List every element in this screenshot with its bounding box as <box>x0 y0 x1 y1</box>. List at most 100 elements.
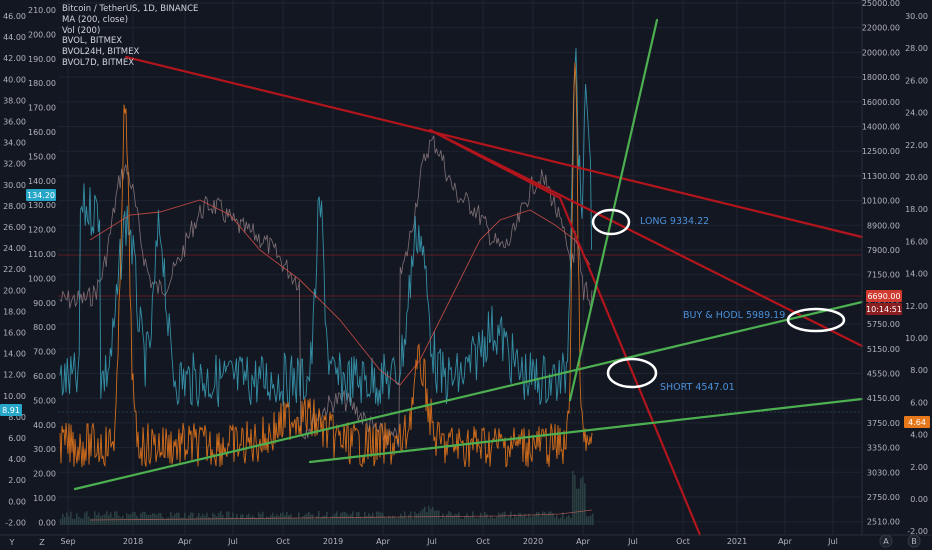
volume-bar <box>186 518 188 525</box>
volume-bar <box>378 511 380 525</box>
volume-bar <box>548 511 550 525</box>
volume-bar <box>270 515 272 525</box>
countdown-tag-bg <box>866 303 902 315</box>
ma-series <box>89 199 591 386</box>
x-tick-label: Jul <box>426 537 437 546</box>
volume-bar <box>552 513 554 525</box>
volume-bar <box>406 518 408 525</box>
x-tick-label: 2020 <box>523 537 543 546</box>
right-axis-label: 22.00 <box>905 141 928 150</box>
volume-bar <box>320 517 322 525</box>
volume-bar <box>284 515 286 525</box>
volume-bar <box>392 515 394 525</box>
volume-bar <box>256 518 258 525</box>
volume-bar <box>240 514 242 525</box>
volume-bar <box>394 517 396 525</box>
volume-bar <box>200 516 202 525</box>
left-axis2-label: 140.00 <box>28 177 56 186</box>
volume-bar <box>424 506 426 525</box>
left-value-tag-bg <box>26 189 56 201</box>
volume-bar <box>308 512 310 525</box>
volume-bar <box>138 518 140 525</box>
legend-title: Bitcoin / TetherUS, 1D, BINANCE <box>62 4 199 14</box>
volume-bar <box>432 506 434 525</box>
volume-bar <box>522 515 524 525</box>
left-axis-label: 42.00 <box>3 54 26 63</box>
volume-bar <box>340 512 342 525</box>
volume-bar <box>576 488 578 525</box>
right-axis-label: 4.00 <box>910 431 928 440</box>
price-axis-label: 2750.00 <box>867 493 900 502</box>
left-value-tag: 134.20 <box>26 189 56 201</box>
volume-bar <box>236 514 238 525</box>
volume-bar <box>330 516 332 525</box>
volume-bar <box>238 518 240 525</box>
price-axis-label: 5750.00 <box>867 320 900 329</box>
volume-bar <box>106 511 108 525</box>
right-axis-label: 26.00 <box>905 76 928 85</box>
volume-bar <box>400 513 402 525</box>
volume-bar <box>132 512 134 525</box>
price-axis-label: 16000.00 <box>862 98 900 107</box>
chart-legend: Bitcoin / TetherUS, 1D, BINANCE MA (200,… <box>62 4 198 69</box>
volume-bar <box>276 514 278 525</box>
price-axis-label: 11300.00 <box>862 172 900 181</box>
left-value2-tag-bg <box>0 404 22 416</box>
legend-item: BVOL7D, BITMEX <box>62 57 135 68</box>
volume-bar <box>534 514 536 525</box>
volume-bar <box>374 517 376 525</box>
left-axis-label: 0.00 <box>8 497 26 506</box>
left-axis2-label: 70.00 <box>33 348 56 357</box>
left-axis-label: 24.00 <box>3 244 26 253</box>
volume-bar <box>390 517 392 525</box>
legend-item: BVOL, BITMEX <box>62 36 123 47</box>
volume-bar <box>524 513 526 525</box>
price-axis-label: 20000.00 <box>862 48 900 57</box>
left-axis-label: 26.00 <box>3 223 26 232</box>
volume-bar <box>312 514 314 525</box>
volume-bar <box>302 516 304 525</box>
volume-bar <box>74 518 76 525</box>
volume-bar <box>516 516 518 525</box>
volume-bar <box>484 511 486 525</box>
volume-bar <box>384 516 386 525</box>
price-axis-label: 14000.00 <box>862 123 900 132</box>
volume-bar <box>60 518 62 525</box>
volume-bar <box>282 512 284 525</box>
grid-lines <box>58 0 862 535</box>
volume-bar <box>294 518 296 525</box>
volume-bar <box>528 513 530 525</box>
volume-bar <box>504 511 506 525</box>
volume-bar <box>562 512 564 525</box>
right-axis-label: 14.00 <box>905 270 928 279</box>
trendline <box>73 300 864 491</box>
volume-bar <box>254 517 256 525</box>
right-axis-label: 30.00 <box>905 12 928 21</box>
volume-bar <box>336 511 338 525</box>
volume-bar <box>134 512 136 525</box>
volume-bar <box>358 512 360 525</box>
volume-bar <box>512 518 514 525</box>
trendlines[interactable] <box>73 18 864 537</box>
volume-bar <box>354 518 356 525</box>
volume-bar <box>72 518 74 525</box>
volume-bar <box>80 518 82 525</box>
volume-bar <box>180 517 182 525</box>
volume-bar <box>188 515 190 525</box>
volume-bar <box>210 518 212 525</box>
right-axis-label: 8.00 <box>910 366 928 375</box>
volume-bar <box>554 517 556 525</box>
volume-bar <box>140 513 142 525</box>
volume-bar <box>468 516 470 525</box>
volume-bar <box>414 511 416 525</box>
left-axis2-label: 160.00 <box>28 128 56 137</box>
left-axis2-label: 0.00 <box>38 518 56 527</box>
volume-bar <box>214 514 216 525</box>
x-tick-label: Oct <box>476 537 490 546</box>
volume-bar <box>194 518 196 525</box>
volume-bar <box>588 516 590 525</box>
volume-bar <box>170 512 172 525</box>
series-group <box>59 47 593 468</box>
volume-bar <box>460 518 462 525</box>
